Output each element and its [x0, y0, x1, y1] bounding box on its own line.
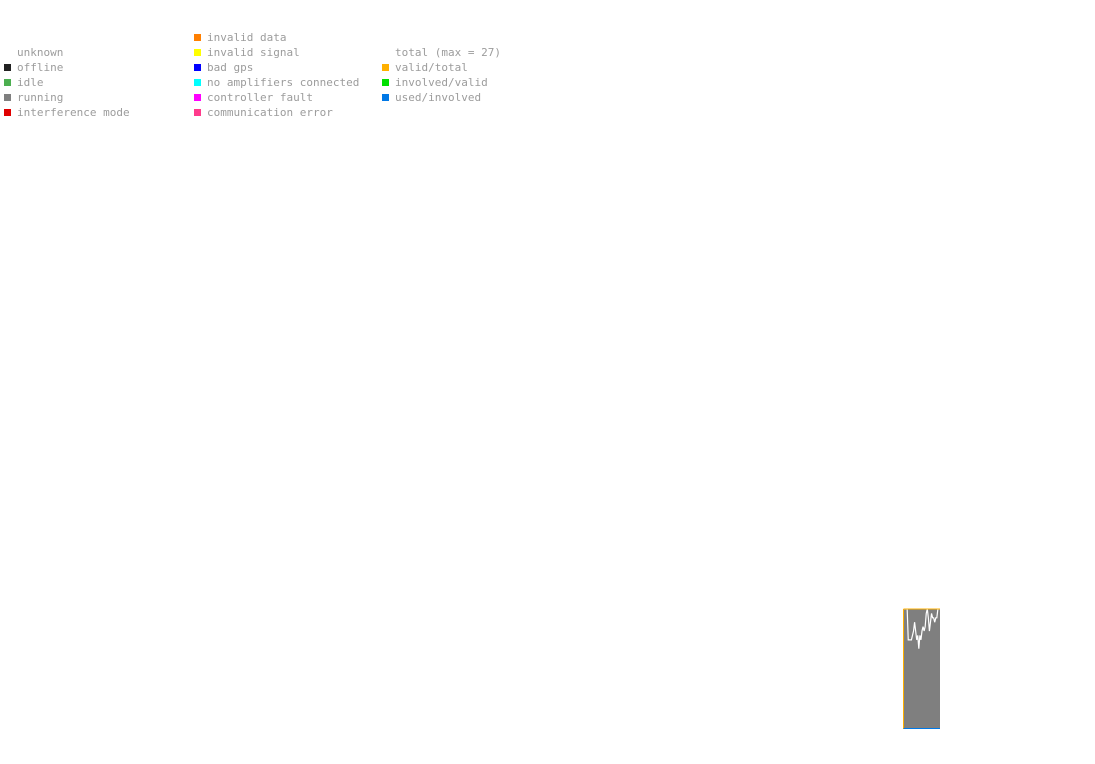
- legend-swatch: [194, 79, 201, 86]
- legend-swatch: [4, 94, 11, 101]
- legend-label: total (max = 27): [395, 46, 501, 59]
- legend-label: no amplifiers connected: [207, 76, 360, 89]
- legend-swatch: [382, 64, 389, 71]
- legend-swatch: [194, 109, 201, 116]
- legend-label: used/involved: [395, 91, 482, 104]
- legend-swatch: [194, 34, 201, 41]
- legend-swatch: [4, 109, 11, 116]
- legend-label: invalid data: [207, 31, 287, 44]
- legend-label: invalid signal: [207, 46, 300, 59]
- activity-chart: [903, 608, 940, 729]
- legend-label: valid/total: [395, 61, 468, 74]
- legend-label: controller fault: [207, 91, 313, 104]
- legend-label: bad gps: [207, 61, 254, 74]
- legend-label: idle: [17, 76, 44, 89]
- legend-swatch: [194, 64, 201, 71]
- legend-label: running: [17, 91, 64, 104]
- legend-swatch: [382, 94, 389, 101]
- legend-swatch: [4, 64, 11, 71]
- legend-swatch: [194, 49, 201, 56]
- legend-label: involved/valid: [395, 76, 488, 89]
- series-line: [904, 608, 940, 649]
- legend-swatch: [194, 94, 201, 101]
- legend-swatch: [4, 79, 11, 86]
- legend-label: communication error: [207, 106, 333, 119]
- legend-label: interference mode: [17, 106, 130, 119]
- legend-label: unknown: [17, 46, 64, 59]
- legend-swatch: [382, 79, 389, 86]
- status-fill-area: [904, 609, 940, 728]
- legend-label: offline: [17, 61, 64, 74]
